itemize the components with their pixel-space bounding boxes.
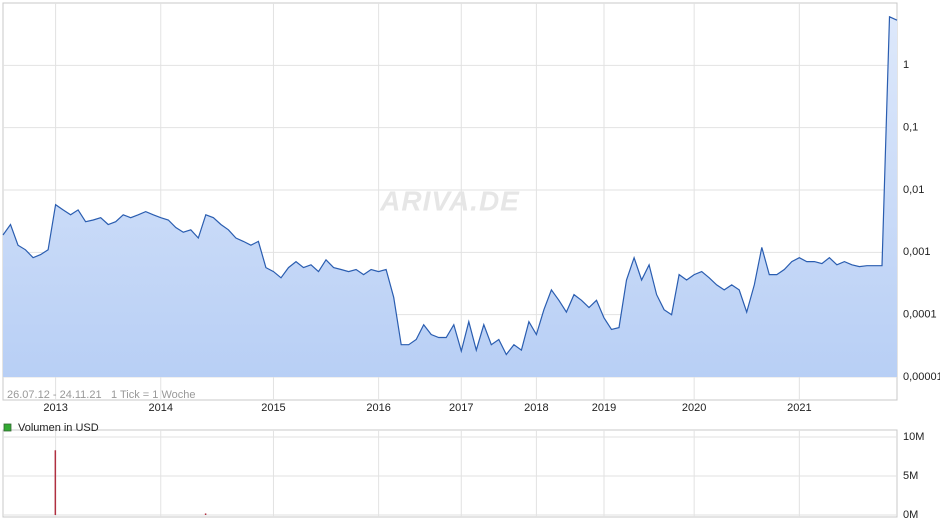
x-tick-label: 2020 [682,402,706,414]
x-tick-label: 2014 [149,402,173,414]
x-tick-label: 2019 [592,402,616,414]
x-tick-label: 2016 [366,402,390,414]
tick-note: 1 Tick = 1 Woche [111,389,195,401]
price-line [2,15,898,356]
y-tick-label: 10M [903,431,924,443]
x-tick-label: 2018 [524,402,548,414]
y-tick-label: 5M [903,470,918,482]
y-tick-label: 0M [903,509,918,521]
y-tick-label: 0,001 [903,246,931,258]
y-tick-label: 0,1 [903,122,918,134]
y-tick-label: 0,00001 [903,371,940,383]
date-range: 26.07.12 - 24.11.21 [7,389,102,401]
plot-frame [2,429,898,518]
volume-bar [204,513,207,515]
x-tick-label: 2013 [43,402,67,414]
legend-swatch [3,423,12,432]
y-tick-label: 1 [903,59,909,71]
legend-label: Volumen in USD [18,422,99,434]
x-tick-label: 2017 [449,402,473,414]
y-tick-label: 0,0001 [903,309,937,321]
x-tick-label: 2015 [261,402,285,414]
area-fill [3,16,897,378]
y-tick-label: 0,01 [903,184,924,196]
price-panel: 0,00001 0,0001 0,001 0,01 0,1 1 2013 2014 2015 20… [2,2,940,414]
x-tick-label: 2021 [787,402,811,414]
watermark: ARIVA.DE [379,185,520,216]
volume-panel: 0M 5M 10M Volumen in USD [2,422,924,521]
volume-bar [54,450,57,515]
